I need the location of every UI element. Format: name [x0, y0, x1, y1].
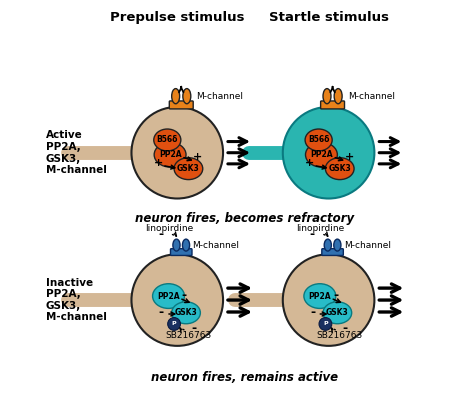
Text: -: -: [191, 322, 197, 335]
Text: -: -: [310, 228, 314, 241]
Ellipse shape: [305, 129, 332, 151]
Text: SB216763: SB216763: [317, 331, 363, 340]
Text: linopirdine: linopirdine: [297, 224, 345, 233]
Ellipse shape: [172, 89, 180, 104]
Text: SB216763: SB216763: [165, 331, 211, 340]
Text: M-channel: M-channel: [348, 92, 395, 101]
FancyBboxPatch shape: [169, 101, 193, 109]
Ellipse shape: [173, 239, 180, 251]
Text: B56δ: B56δ: [156, 136, 178, 144]
Ellipse shape: [174, 158, 203, 180]
Circle shape: [283, 107, 374, 198]
Text: neuron fires, remains active: neuron fires, remains active: [151, 371, 338, 384]
Ellipse shape: [334, 239, 341, 251]
Text: B56δ: B56δ: [308, 136, 329, 144]
Text: Prepulse stimulus: Prepulse stimulus: [110, 11, 245, 24]
Text: PP2A: PP2A: [159, 150, 182, 159]
FancyBboxPatch shape: [171, 249, 192, 255]
Text: +: +: [154, 158, 163, 168]
Ellipse shape: [172, 302, 201, 324]
Text: GSK3: GSK3: [174, 308, 197, 317]
Ellipse shape: [323, 302, 352, 324]
Text: linopirdine: linopirdine: [145, 224, 193, 233]
Text: -: -: [333, 289, 338, 302]
Ellipse shape: [334, 89, 342, 104]
Text: -: -: [310, 306, 315, 318]
Text: P: P: [172, 322, 176, 326]
Ellipse shape: [153, 284, 184, 308]
Text: P: P: [323, 322, 328, 326]
FancyBboxPatch shape: [322, 249, 343, 255]
Text: -: -: [158, 228, 163, 241]
Ellipse shape: [324, 239, 331, 251]
Text: M-channel: M-channel: [344, 241, 391, 249]
Text: Inactive
PP2A,
GSK3,
M-channel: Inactive PP2A, GSK3, M-channel: [46, 277, 107, 322]
Text: +: +: [305, 158, 314, 168]
Text: PP2A: PP2A: [309, 292, 331, 301]
Ellipse shape: [154, 129, 181, 151]
Circle shape: [283, 254, 374, 346]
Circle shape: [319, 318, 332, 330]
Ellipse shape: [304, 284, 336, 308]
Text: M-channel: M-channel: [196, 92, 243, 101]
Text: GSK3: GSK3: [177, 164, 200, 173]
Ellipse shape: [183, 89, 191, 104]
Text: -: -: [159, 306, 164, 318]
Ellipse shape: [182, 239, 190, 251]
Text: neuron fires, becomes refractory: neuron fires, becomes refractory: [136, 212, 355, 225]
Text: +: +: [193, 152, 202, 162]
Text: +: +: [345, 152, 354, 162]
Circle shape: [131, 254, 223, 346]
Text: PP2A: PP2A: [157, 292, 180, 301]
Text: PP2A: PP2A: [310, 150, 333, 159]
Ellipse shape: [306, 142, 337, 167]
Text: -: -: [343, 322, 348, 335]
Text: GSK3: GSK3: [328, 164, 351, 173]
Ellipse shape: [323, 89, 331, 104]
FancyBboxPatch shape: [320, 101, 345, 109]
Circle shape: [131, 107, 223, 198]
Text: GSK3: GSK3: [326, 308, 349, 317]
Ellipse shape: [326, 158, 354, 180]
Ellipse shape: [154, 142, 186, 167]
Text: Startle stimulus: Startle stimulus: [269, 11, 389, 24]
Text: M-channel: M-channel: [192, 241, 239, 249]
Text: -: -: [182, 289, 187, 302]
Circle shape: [168, 318, 181, 330]
Text: Active
PP2A,
GSK3,
M-channel: Active PP2A, GSK3, M-channel: [46, 130, 107, 175]
